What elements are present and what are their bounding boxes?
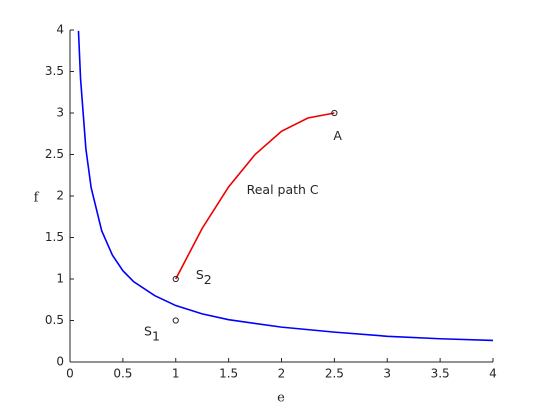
annotation-text: S [196, 266, 204, 281]
annotation-subscript: 1 [152, 328, 160, 343]
y-tick-label: 3 [56, 106, 64, 120]
annotation-text: S [144, 323, 152, 338]
x-tick-label: 2.5 [325, 367, 344, 381]
x-tick-label: 0 [66, 367, 74, 381]
annotation-text: Real path C [247, 182, 319, 197]
point-marker [172, 275, 179, 283]
y-tick-label: 4 [56, 23, 64, 37]
y-tick-label: 2.5 [45, 147, 64, 161]
y-tick-label: 2 [56, 189, 64, 203]
y-tick-label: 1 [56, 272, 64, 286]
y-tick-label: 0.5 [45, 313, 64, 327]
x-tick-label: 3 [383, 367, 391, 381]
annotation: S1 [144, 323, 160, 343]
annotation: A [333, 128, 342, 143]
x-tick-label: 4 [489, 367, 497, 381]
point-marker [331, 109, 338, 117]
x-tick-label: 0.5 [113, 367, 132, 381]
y-tick-label: 3.5 [45, 64, 64, 78]
x-tick-label: 1.5 [219, 367, 238, 381]
y-axis-label: f [34, 191, 40, 206]
line-series [175, 112, 335, 280]
x-axis-label: e [277, 391, 285, 406]
annotation: S2 [196, 266, 212, 286]
x-tick-label: 3.5 [431, 367, 450, 381]
x-tick-label: 2 [278, 367, 286, 381]
point-marker [172, 317, 179, 324]
line-series [77, 30, 494, 342]
annotation-text: A [333, 128, 342, 143]
x-tick-label: 1 [172, 367, 180, 381]
y-tick-label: 1.5 [45, 230, 64, 244]
annotation: Real path C [247, 182, 319, 197]
y-tick-label: 0 [56, 355, 64, 369]
annotation-subscript: 2 [204, 271, 212, 286]
